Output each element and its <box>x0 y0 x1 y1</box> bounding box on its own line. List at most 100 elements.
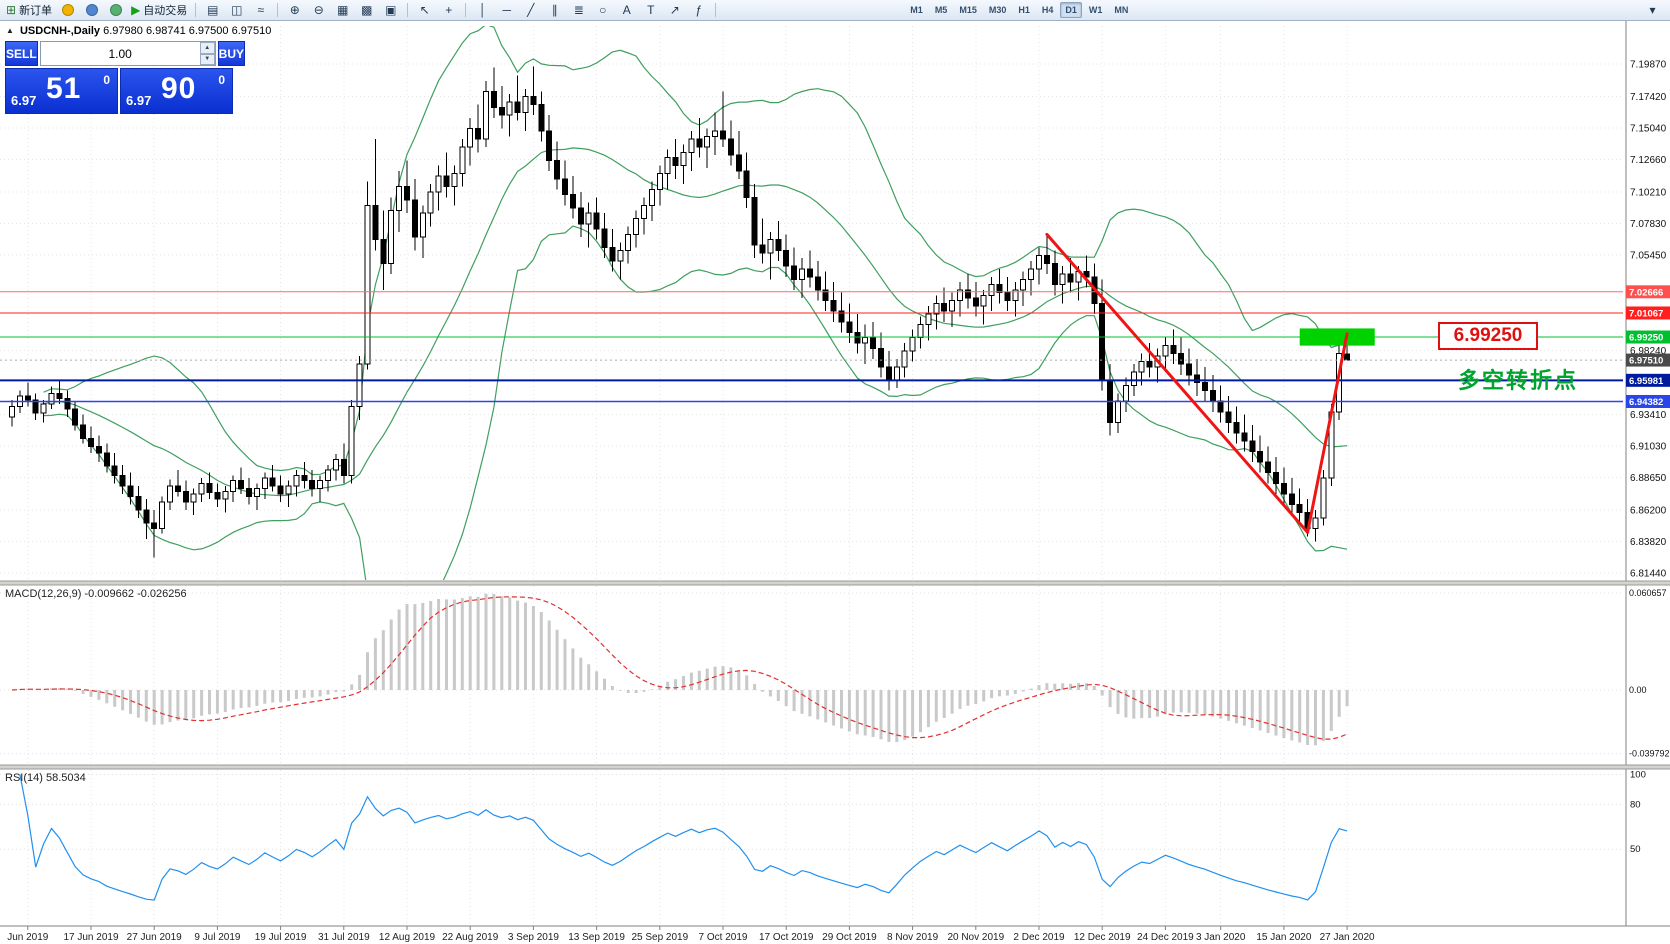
price-badge-7.01067: 7.01067 <box>1626 306 1670 320</box>
text-tool-button[interactable]: A <box>615 1 638 20</box>
toolbar-buttons: ⊞ 新订单 ▶ 自动交易 ▤ ◫ ≈ ⊕ ⊖ ▦ ▩ ▣ ↖ + │ ─ ╱ ∥ ≣ ○ A T ↗ ƒ <box>3 1 720 20</box>
volume-input[interactable] <box>40 42 200 65</box>
svg-text:6.93410: 6.93410 <box>1630 410 1667 421</box>
candlestick-mode-button[interactable]: ◫ <box>225 1 248 20</box>
line-chart-mode-button[interactable]: ≈ <box>249 1 272 20</box>
vertical-line-tool-button[interactable]: │ <box>471 1 494 20</box>
line-chart-mode-icon: ≈ <box>257 3 265 17</box>
zoom-in-button[interactable]: ⊕ <box>283 1 306 20</box>
autotrading-icon: ▶ <box>131 3 141 17</box>
bar-chart-mode-icon: ▤ <box>207 3 219 17</box>
timeframe-group: M1 M5 M15 M30 H1 H4 D1 W1 MN <box>905 2 1133 18</box>
svg-text:6.86200: 6.86200 <box>1630 505 1667 516</box>
cascade-windows-icon: ▩ <box>361 3 373 17</box>
indicators-button[interactable]: ƒ <box>687 1 710 20</box>
channel-tool-button[interactable]: ∥ <box>543 1 566 20</box>
timeframe-button-d1[interactable]: D1 <box>1060 2 1082 18</box>
buy-button[interactable]: BUY <box>217 41 246 66</box>
timeframe-button-h1[interactable]: H1 <box>1018 5 1030 15</box>
trend-line-2[interactable] <box>1306 332 1349 534</box>
cascade-windows-button[interactable]: ▩ <box>355 1 378 20</box>
new-order-icon: ⊞ <box>6 3 17 17</box>
turning-point-annotation[interactable]: 多空转折点 <box>1458 368 1579 393</box>
zoom-out-icon: ⊖ <box>313 3 324 17</box>
timeframe-button-m1[interactable]: M1 <box>910 5 923 15</box>
svg-text:27 Jun 2019: 27 Jun 2019 <box>127 932 182 943</box>
svg-text:7.02666: 7.02666 <box>1629 287 1663 298</box>
alerts-icon-icon <box>109 4 122 16</box>
new-order-button-label: 新订单 <box>19 5 53 17</box>
deposit-icon-icon <box>61 4 74 16</box>
sell-button[interactable]: SELL <box>5 41 38 66</box>
fibonacci-tool-icon: ≣ <box>573 3 584 17</box>
buy-price-pips: 90 <box>161 72 197 105</box>
trend-line-1[interactable] <box>1045 232 1310 534</box>
vertical-line-tool-icon: │ <box>479 3 487 17</box>
highlight-zone[interactable] <box>1299 328 1375 346</box>
timeframe-button-mn[interactable]: MN <box>1114 5 1129 15</box>
timeframe-button-m5[interactable]: M5 <box>934 5 948 15</box>
price-level-flag[interactable]: 6.99250 <box>1438 322 1538 350</box>
trendline-tool-button[interactable]: ╱ <box>519 1 542 20</box>
svg-text:50: 50 <box>1630 844 1641 855</box>
svg-text:7.01067: 7.01067 <box>1629 308 1663 319</box>
shapes-tool-icon: ○ <box>599 3 607 17</box>
svg-text:80: 80 <box>1630 799 1641 810</box>
sell-price-base: 6.97 <box>11 93 37 108</box>
tile-windows-button[interactable]: ▦ <box>331 1 354 20</box>
svg-text:3 Sep 2019: 3 Sep 2019 <box>508 932 560 943</box>
chart-title: ▲ USDCNH-,Daily 6.97980 6.98741 6.97500 … <box>6 25 271 37</box>
svg-text:7.17420: 7.17420 <box>1630 92 1667 103</box>
svg-text:24 Dec 2019: 24 Dec 2019 <box>1137 932 1194 943</box>
svg-text:20 Nov 2019: 20 Nov 2019 <box>947 932 1004 943</box>
svg-text:0.00: 0.00 <box>1629 685 1647 695</box>
sell-price-point: 0 <box>103 73 110 87</box>
volume-stepper: ▲ ▼ <box>39 41 216 66</box>
svg-text:15 Jan 2020: 15 Jan 2020 <box>1256 932 1311 943</box>
label-tool-button[interactable]: T <box>639 1 662 20</box>
svg-text:17 Jun 2019: 17 Jun 2019 <box>63 932 118 943</box>
macd-panel <box>0 592 1623 755</box>
new-order-button[interactable]: ⊞ 新订单 <box>3 1 55 20</box>
timeframe-button-h4[interactable]: H4 <box>1041 5 1054 15</box>
svg-text:6.94382: 6.94382 <box>1629 397 1663 408</box>
alerts-icon-button[interactable] <box>104 1 127 20</box>
cursor-tool-button[interactable]: ↖ <box>413 1 436 20</box>
toolbar-overflow-button[interactable]: ▾ <box>1641 1 1664 20</box>
candles-layer <box>9 66 1351 558</box>
svg-text:6.91030: 6.91030 <box>1630 441 1667 452</box>
autotrading-button-label: 自动交易 <box>143 5 188 17</box>
svg-text:6.99250: 6.99250 <box>1629 333 1663 344</box>
volume-decrease-button[interactable]: ▼ <box>199 53 215 65</box>
arrange-button[interactable]: ▣ <box>379 1 402 20</box>
volume-increase-button[interactable]: ▲ <box>199 42 215 54</box>
price-axis: 7.19870 7.17420 7.15040 7.12660 7.10210 7.078… <box>1630 60 1667 580</box>
sell-price-pips: 51 <box>46 72 82 105</box>
sell-price-panel[interactable]: 6.97 51 0 <box>5 68 118 114</box>
macd-indicator-label: MACD(12,26,9) -0.009662 -0.026256 <box>5 588 187 600</box>
svg-text:19 Jul 2019: 19 Jul 2019 <box>255 932 307 943</box>
timeframe-button-m30[interactable]: M30 <box>988 5 1007 15</box>
horizontal-line-tool-button[interactable]: ─ <box>495 1 518 20</box>
arrow-tool-icon: ↗ <box>669 3 680 17</box>
zoom-out-button[interactable]: ⊖ <box>307 1 330 20</box>
tile-windows-icon: ▦ <box>337 3 349 17</box>
shapes-tool-button[interactable]: ○ <box>591 1 614 20</box>
buy-price-panel[interactable]: 6.97 90 0 <box>120 68 233 114</box>
deposit-icon-button[interactable] <box>56 1 79 20</box>
timeframe-button-w1[interactable]: W1 <box>1088 5 1103 15</box>
svg-text:29 Oct 2019: 29 Oct 2019 <box>822 932 877 943</box>
channel-tool-icon: ∥ <box>551 3 558 17</box>
community-icon-button[interactable] <box>80 1 103 20</box>
price-badge-6.97510: 6.97510 <box>1626 353 1670 367</box>
fibonacci-tool-button[interactable]: ≣ <box>567 1 590 20</box>
svg-text:7.12660: 7.12660 <box>1630 155 1667 166</box>
svg-text:6.81440: 6.81440 <box>1630 568 1667 579</box>
bar-chart-mode-button[interactable]: ▤ <box>201 1 224 20</box>
svg-text:6.97510: 6.97510 <box>1629 356 1663 367</box>
crosshair-tool-button[interactable]: + <box>437 1 460 20</box>
arrow-tool-button[interactable]: ↗ <box>663 1 686 20</box>
timeframe-button-m15[interactable]: M15 <box>959 5 977 15</box>
autotrading-button[interactable]: ▶ 自动交易 <box>128 1 190 20</box>
